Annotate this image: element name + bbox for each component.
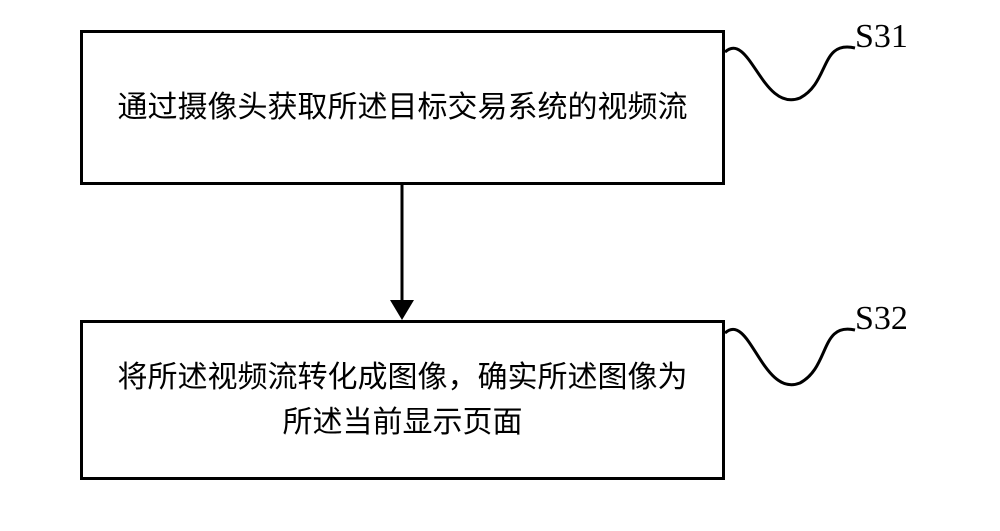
step-label-s32: S32: [855, 300, 908, 338]
flowchart-canvas: 通过摄像头获取所述目标交易系统的视频流 将所述视频流转化成图像，确实所述图像为所…: [0, 0, 1000, 531]
callout-path: [725, 329, 855, 385]
callout-curve-s32: [0, 0, 1000, 531]
label-text: S32: [855, 300, 908, 337]
